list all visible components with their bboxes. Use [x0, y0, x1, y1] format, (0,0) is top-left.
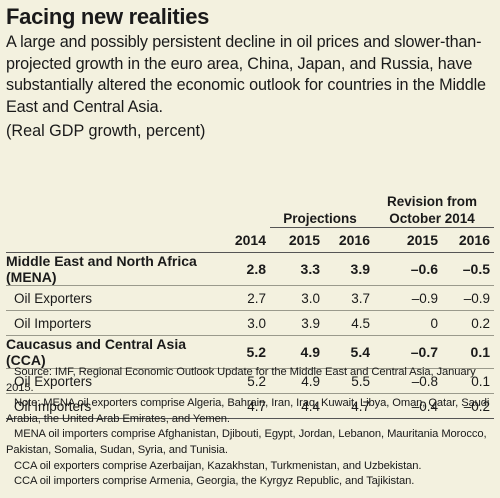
table-cell: 3.9	[320, 252, 370, 286]
table-cell: 5.2	[220, 335, 270, 369]
row-label: Oil Exporters	[6, 285, 220, 311]
table-cell: –0.5	[438, 252, 494, 286]
table-cell: 4.7	[220, 393, 270, 419]
revision-header-line2: October 2014	[370, 210, 494, 228]
table-row: Oil Exporters 5.2 4.9 5.5 –0.8 0.1	[6, 368, 494, 394]
note-cca-exporters: CCA oil exporters comprise Azerbaijan, K…	[14, 459, 422, 472]
year-header: 2014	[220, 227, 270, 253]
table-cell: –0.8	[370, 368, 438, 394]
table-cell: 4.9	[270, 335, 320, 369]
table-cell: 2.8	[220, 252, 270, 286]
row-label: Middle East and North Africa (MENA)	[6, 252, 220, 286]
year-header: 2015	[370, 227, 438, 253]
table-cell: –0.6	[370, 252, 438, 286]
table-cell: 4.5	[320, 310, 370, 336]
table-row: Oil Importers 3.0 3.9 4.5 0 0.2	[6, 310, 494, 336]
table-row: Middle East and North Africa (MENA) 2.8 …	[6, 252, 494, 286]
row-label: Oil Exporters	[6, 368, 220, 394]
table-cell: 4.7	[320, 393, 370, 419]
year-header: 2016	[438, 227, 494, 253]
table-cell: 4.9	[270, 368, 320, 394]
table-row: Oil Exporters 2.7 3.0 3.7 –0.9 –0.9	[6, 285, 494, 311]
revision-header-line1: Revision from	[386, 193, 478, 209]
table-cell: –0.2	[438, 393, 494, 419]
note-mena-exporters: Note: MENA oil exporters comprise Algeri…	[6, 397, 490, 425]
table-cell: –0.4	[370, 393, 438, 419]
table-cell: –0.9	[370, 285, 438, 311]
table-cell: 3.0	[270, 285, 320, 311]
footnotes: Source: IMF, Regional Economic Outlook U…	[6, 365, 494, 490]
table-cell: 3.9	[270, 310, 320, 336]
table-cell: 3.7	[320, 285, 370, 311]
header-row-revision-1: Revision from	[6, 192, 494, 210]
table-cell: 3.0	[220, 310, 270, 336]
note-mena-importers: MENA oil importers comprise Afghanistan,…	[6, 428, 487, 456]
year-header: 2015	[270, 227, 320, 253]
table-cell: 3.3	[270, 252, 320, 286]
header-row-group: Projections October 2014	[6, 210, 494, 228]
row-label: Caucasus and Central Asia (CCA)	[6, 335, 220, 369]
table-cell: 0	[370, 310, 438, 336]
table-cell: 2.7	[220, 285, 270, 311]
table-row: Oil Importers 4.7 4.4 4.7 –0.4 –0.2	[6, 393, 494, 419]
table-cell: 4.4	[270, 393, 320, 419]
table-cell: –0.7	[370, 335, 438, 369]
source-note: Source: IMF, Regional Economic Outlook U…	[6, 366, 476, 394]
table-cell: 5.2	[220, 368, 270, 394]
row-label: Oil Importers	[6, 310, 220, 336]
units-caption: (Real GDP growth, percent)	[6, 122, 206, 140]
header-row-years: 2014 2015 2016 2015 2016	[6, 227, 494, 253]
intro-text: A large and possibly persistent decline …	[6, 33, 486, 116]
table-cell: 0.2	[438, 310, 494, 336]
page-title: Facing new realities	[6, 4, 210, 29]
table-cell: 5.5	[320, 368, 370, 394]
gdp-growth-table: Revision from Projections October 2014 2…	[6, 192, 494, 419]
table-cell: 0.1	[438, 335, 494, 369]
note-cca-importers: CCA oil importers comprise Armenia, Geor…	[14, 475, 415, 488]
table-cell: 5.4	[320, 335, 370, 369]
table-row: Caucasus and Central Asia (CCA) 5.2 4.9 …	[6, 335, 494, 369]
table-cell: –0.9	[438, 285, 494, 311]
table-cell: 0.1	[438, 368, 494, 394]
year-header: 2016	[320, 227, 370, 253]
row-label: Oil Importers	[6, 393, 220, 419]
projections-header: Projections	[270, 210, 370, 228]
